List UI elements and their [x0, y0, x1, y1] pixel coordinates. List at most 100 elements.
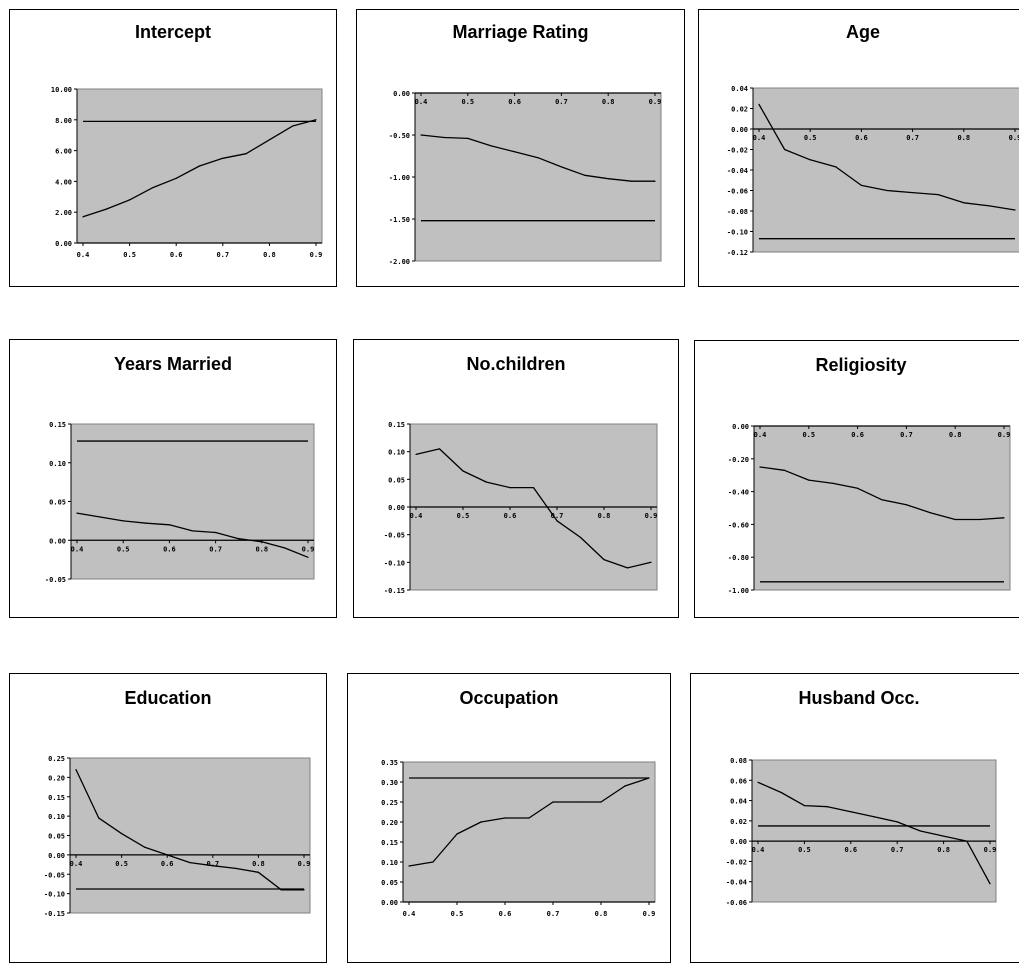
data-point — [268, 139, 270, 141]
data-point — [626, 567, 629, 569]
data-point — [607, 178, 609, 180]
data-point — [1003, 517, 1005, 519]
plot-area — [70, 423, 315, 580]
y-tick-label: -0.04 — [726, 879, 747, 887]
y-tick-label: -0.05 — [44, 871, 65, 879]
data-point — [783, 469, 785, 471]
y-tick-label: -0.10 — [44, 891, 65, 899]
y-tick-label: -0.10 — [384, 559, 405, 567]
y-tick-label: 0.10 — [48, 813, 65, 821]
x-tick-label: 0.8 — [252, 860, 265, 868]
x-tick-label: 0.4 — [754, 431, 767, 439]
y-tick-label: 0.00 — [48, 852, 65, 860]
chart-panel-marriage-rating: Marriage Rating 0.00 -0.50 -1.00 -1.50 -2.00 0… — [356, 9, 685, 287]
x-tick-label: 0.5 — [123, 251, 136, 259]
chart-plot: 0.15 0.10 0.05 0.00 -0.05 -0.10 -0.15 0.4 0.5 0.6… — [384, 421, 658, 595]
y-tick-label: -0.40 — [728, 489, 749, 497]
data-point — [532, 487, 535, 489]
data-point — [963, 202, 965, 204]
x-tick-label: 0.8 — [949, 431, 962, 439]
x-tick-label: 0.5 — [802, 431, 815, 439]
x-tick-label: 0.7 — [547, 910, 560, 918]
data-point — [930, 512, 932, 514]
y-tick-label: 6.00 — [55, 148, 72, 156]
x-tick-label: 0.4 — [71, 545, 84, 553]
x-tick-label: 0.9 — [310, 251, 323, 259]
y-tick-label: 0.04 — [731, 85, 748, 93]
y-tick-label: 0.25 — [381, 799, 398, 807]
data-point — [99, 516, 101, 518]
data-point — [408, 865, 410, 867]
y-tick-label: -0.05 — [384, 532, 405, 540]
data-point — [537, 157, 539, 159]
data-point — [462, 470, 464, 472]
data-point — [76, 512, 78, 514]
y-tick-label: -0.06 — [726, 899, 747, 907]
data-point — [857, 487, 859, 489]
data-point — [905, 504, 907, 506]
x-tick-label: 0.5 — [798, 846, 811, 854]
chart-title: Occupation — [459, 688, 559, 708]
y-tick-label: 0.15 — [49, 421, 66, 429]
y-tick-label: -0.15 — [384, 587, 405, 595]
y-tick-label: 0.08 — [730, 757, 747, 765]
data-point — [168, 524, 170, 526]
data-point — [420, 134, 422, 136]
data-point — [129, 199, 131, 201]
data-point — [648, 777, 650, 779]
data-point — [850, 811, 852, 813]
data-point — [122, 520, 124, 522]
data-point — [235, 867, 237, 870]
data-point — [631, 180, 633, 182]
x-tick-label: 0.8 — [263, 251, 276, 259]
x-tick-label: 0.9 — [298, 860, 311, 868]
y-tick-label: 0.05 — [381, 879, 398, 887]
data-point — [556, 520, 558, 522]
data-point — [145, 522, 147, 524]
x-tick-label: 0.6 — [855, 134, 868, 142]
data-point — [757, 781, 759, 783]
data-point — [191, 530, 194, 532]
y-tick-label: 2.00 — [55, 209, 72, 217]
x-tick-label: 0.5 — [457, 512, 470, 520]
y-tick-label: 0.05 — [388, 476, 405, 484]
y-tick-label: 0.05 — [49, 499, 66, 507]
x-tick-label: 0.6 — [504, 512, 517, 520]
plot-area — [402, 761, 656, 903]
x-tick-label: 0.5 — [804, 134, 817, 142]
data-point — [650, 561, 652, 563]
x-tick-label: 0.6 — [508, 98, 521, 106]
data-point — [758, 103, 760, 105]
data-point — [827, 806, 829, 808]
chart-plot: 0.35 0.30 0.25 0.20 0.15 0.10 0.05 0.00 0.4 0.5 0.… — [381, 759, 656, 918]
data-point — [315, 119, 317, 121]
y-tick-label: 0.00 — [55, 240, 72, 248]
chart-title: Religiosity — [815, 355, 907, 375]
y-tick-label: 0.30 — [381, 779, 398, 787]
y-tick-label: 0.00 — [381, 899, 398, 907]
data-point — [467, 137, 469, 139]
x-tick-label: 0.5 — [117, 545, 130, 553]
data-point — [860, 184, 862, 186]
x-tick-label: 0.5 — [451, 910, 464, 918]
y-tick-label: -1.00 — [389, 174, 410, 182]
y-tick-label: 10.00 — [51, 86, 72, 94]
data-point — [579, 536, 582, 539]
x-tick-label: 0.9 — [643, 910, 656, 918]
data-point — [780, 791, 782, 794]
y-tick-label: -1.00 — [728, 587, 749, 595]
data-point — [438, 448, 441, 450]
data-point — [75, 769, 77, 771]
data-point — [198, 165, 201, 167]
data-point — [989, 883, 991, 885]
data-point — [809, 159, 811, 161]
y-tick-label: 0.00 — [49, 537, 66, 545]
data-point — [954, 518, 956, 521]
data-point — [261, 541, 263, 543]
data-point — [624, 785, 626, 787]
x-tick-label: 0.9 — [1009, 134, 1019, 142]
data-point — [166, 854, 168, 856]
data-point — [784, 148, 786, 151]
data-point — [937, 194, 939, 196]
x-tick-label: 0.6 — [161, 860, 174, 868]
